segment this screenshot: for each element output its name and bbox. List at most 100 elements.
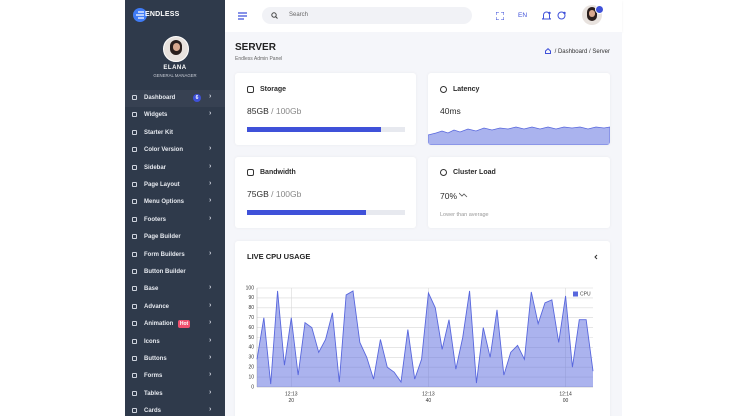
nav-arrow: › <box>209 162 212 170</box>
nav-label: Dashboard <box>144 95 176 101</box>
nav-icon <box>132 147 137 153</box>
logo-icon <box>133 8 147 22</box>
storage-card: Storage 85GB / 100Gb <box>235 73 416 145</box>
card-title: Storage <box>260 86 287 93</box>
brand: ENDLESS <box>145 11 180 18</box>
notification-button[interactable] <box>542 11 551 21</box>
cpu-chart-card: LIVE CPU USAGE 0 10 20 30 40 50 60 70 80 90 100 12:… <box>235 241 610 416</box>
nav-arrow: › <box>209 406 212 414</box>
nav-icon <box>132 199 137 205</box>
nav-item[interactable]: Color Version › <box>125 142 225 159</box>
nav-item[interactable]: Page Layout › <box>125 177 225 194</box>
x-tick-label: 12:13 <box>422 391 435 397</box>
nav-arrow: › <box>209 319 212 327</box>
nav-item[interactable]: Page Builder <box>125 229 225 246</box>
total-label: / 100Gb <box>271 106 302 116</box>
nav-item[interactable]: Starter Kit <box>125 125 225 142</box>
nav-icon <box>132 164 137 170</box>
nav-label: Form Builders <box>144 251 185 258</box>
nav-icon <box>132 95 137 100</box>
card-icon <box>440 169 447 176</box>
nav-label: Animation <box>144 321 174 328</box>
nav-icon <box>132 303 137 309</box>
nav-arrow: › <box>209 354 212 361</box>
nav-icon <box>132 112 137 118</box>
progress-fill <box>247 210 366 215</box>
nav-label: Sidebar <box>144 164 167 171</box>
nav-label: Advance <box>144 303 170 310</box>
nav-item[interactable]: Buttons › <box>125 351 225 368</box>
x-tick-label: 12:14 <box>559 391 572 397</box>
y-tick-label: 50 <box>248 335 254 341</box>
nav-item[interactable]: Widgets › <box>125 107 225 124</box>
sparkline <box>428 126 610 145</box>
language-selector[interactable]: EN <box>518 12 528 19</box>
nav-item[interactable]: Forms › <box>125 368 225 385</box>
nav-label: Base <box>144 286 159 293</box>
breadcrumb-item[interactable]: Dashboard <box>557 49 588 55</box>
nav-arrow: › <box>209 388 212 396</box>
card-title: Bandwidth <box>260 169 296 176</box>
nav-item[interactable]: Icons › <box>125 334 225 351</box>
nav-item[interactable]: Animation Hot › <box>125 316 225 333</box>
status-dot <box>595 5 604 14</box>
nav-item[interactable]: Sidebar › <box>125 160 225 177</box>
collapse-button[interactable] <box>594 254 598 260</box>
nav-label: Footers <box>144 216 167 223</box>
legend-swatch <box>573 291 578 297</box>
nav-label: Page Layout <box>144 182 180 188</box>
nav-arrow: › <box>209 371 212 379</box>
used-label: 85GB <box>247 106 269 116</box>
nav-item[interactable]: Dashboard 6 › <box>125 90 225 107</box>
total-label: / 100Gb <box>271 189 302 199</box>
nav-icon <box>132 216 137 222</box>
y-tick-label: 30 <box>248 355 254 361</box>
card-title: Cluster Load <box>453 169 496 176</box>
legend-label: CPU <box>580 291 591 297</box>
y-tick-label: 0 <box>251 384 254 390</box>
cluster-load-card: Cluster Load 70% Lower than average <box>428 157 610 228</box>
nav-label: Widgets <box>144 112 168 119</box>
sidebar: ENDLESS ELANA GENERAL MANAGER Dashboard 6… <box>125 0 225 416</box>
nav-label: Tables <box>144 390 163 397</box>
y-tick-label: 20 <box>248 365 254 371</box>
profile-role: GENERAL MANAGER <box>153 73 197 78</box>
used-label: 75GB <box>247 189 269 199</box>
nav-icon <box>132 321 137 327</box>
latency-card: Latency 40ms <box>428 73 610 145</box>
nav-arrow: › <box>209 214 212 222</box>
progress-track <box>247 127 405 132</box>
nav-item[interactable]: Footers › <box>125 212 225 229</box>
profile-avatar[interactable] <box>163 36 189 62</box>
nav-icon <box>132 234 137 240</box>
x-tick-label: 20 <box>289 398 295 404</box>
card-value: 40ms <box>440 106 461 116</box>
menu-toggle[interactable] <box>238 12 247 20</box>
nav-item[interactable]: Form Builders › <box>125 247 225 264</box>
nav-item[interactable]: Advance › <box>125 299 225 316</box>
nav-icon <box>132 338 137 344</box>
line <box>256 290 594 385</box>
y-tick-label: 40 <box>248 345 254 351</box>
home-icon[interactable] <box>545 48 552 54</box>
chart-title: LIVE CPU USAGE <box>247 252 310 261</box>
nav-item[interactable]: Button Builder <box>125 264 225 281</box>
nav-label: Color Version <box>144 147 184 154</box>
nav-item[interactable]: Menu Options › <box>125 194 225 211</box>
nav-label: Menu Options <box>144 199 184 206</box>
nav-arrow: › <box>209 301 212 309</box>
y-tick-label: 70 <box>248 315 254 321</box>
area <box>257 290 593 387</box>
chat-button[interactable] <box>557 11 566 21</box>
fullscreen-button[interactable] <box>496 12 504 20</box>
nav-icon <box>132 356 137 361</box>
search-box[interactable]: Search <box>262 7 472 24</box>
x-tick-label: 40 <box>426 398 432 404</box>
nav-label: Cards <box>144 408 162 415</box>
nav-item[interactable]: Tables › <box>125 386 225 403</box>
nav-item[interactable]: Cards › <box>125 403 225 416</box>
card-note: Lower than average <box>440 212 489 218</box>
nav-item[interactable]: Base › <box>125 281 225 298</box>
nav-icon <box>132 269 137 274</box>
